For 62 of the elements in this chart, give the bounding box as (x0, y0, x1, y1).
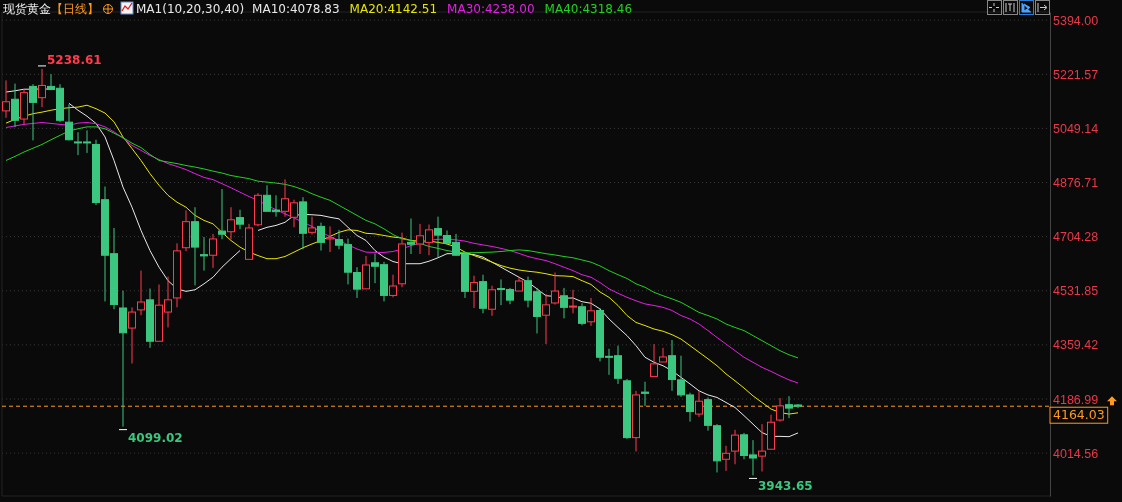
y-tick-label: 4359.42 (1053, 338, 1099, 353)
candlestick (209, 233, 217, 269)
candlestick (398, 232, 406, 288)
candlestick (227, 206, 235, 240)
candlestick (2, 79, 10, 119)
candlestick (587, 297, 595, 327)
candlestick (119, 290, 127, 428)
y-tick-label: 5049.14 (1053, 121, 1099, 136)
annotation: 5238.61 (47, 52, 102, 67)
candlestick (182, 209, 190, 252)
candlestick (641, 381, 649, 407)
candlestick (560, 287, 568, 319)
candlestick (551, 272, 559, 306)
candlestick (623, 378, 631, 439)
candlestick (191, 206, 199, 286)
candlestick (569, 289, 577, 314)
candlestick (38, 68, 46, 108)
candlestick (29, 83, 37, 141)
candlestick (695, 390, 703, 418)
y-tick-label: 4186.99 (1053, 392, 1099, 407)
candlestick (173, 242, 181, 308)
candlestick (218, 188, 226, 240)
candlestick (722, 445, 730, 472)
text: MA20:4142.51 (349, 2, 438, 16)
candlestick (407, 218, 415, 255)
candlestick (20, 88, 28, 125)
y-tick-label: 4704.28 (1053, 230, 1099, 245)
candlestick (146, 288, 154, 349)
annotation: 3943.65 (758, 479, 813, 494)
candlestick (632, 390, 640, 452)
chart-subtitle: 【日线】 (51, 2, 99, 16)
candlestick (236, 209, 244, 230)
candlestick (308, 216, 316, 236)
y-tick-label: 4014.56 (1053, 446, 1099, 461)
candlestick (542, 293, 550, 345)
y-tick-label: 4876.71 (1053, 176, 1099, 191)
candlestick (578, 302, 586, 326)
candlestick (11, 83, 19, 128)
candlestick (479, 274, 487, 314)
text: MA10:4078.83 (252, 2, 340, 16)
y-tick-label: 4531.85 (1053, 284, 1099, 299)
annotation: 4099.02 (128, 430, 183, 445)
y-tick-label: 5221.57 (1053, 67, 1099, 82)
candlestick (470, 275, 478, 309)
candlestick (776, 397, 784, 423)
candlestick (200, 236, 208, 272)
text: MA30:4238.00 (447, 2, 535, 16)
candlestick (389, 274, 397, 298)
y-tick-label: 5394.00 (1053, 13, 1099, 28)
candlestick (731, 429, 739, 465)
legend-title: MA1(10,20,30,40) (136, 2, 245, 16)
candlestick (317, 222, 325, 252)
text: MA40:4318.46 (544, 2, 633, 16)
candlestick (137, 270, 145, 316)
candlestick (299, 196, 307, 250)
candlestick (758, 423, 766, 473)
ref-line-label: 4164.03 (1053, 407, 1105, 423)
candlestick (128, 306, 136, 365)
candlestick (326, 225, 334, 253)
candlestick (254, 192, 262, 227)
candlestick (488, 285, 496, 317)
chart-title: 现货黄金 (3, 2, 51, 16)
